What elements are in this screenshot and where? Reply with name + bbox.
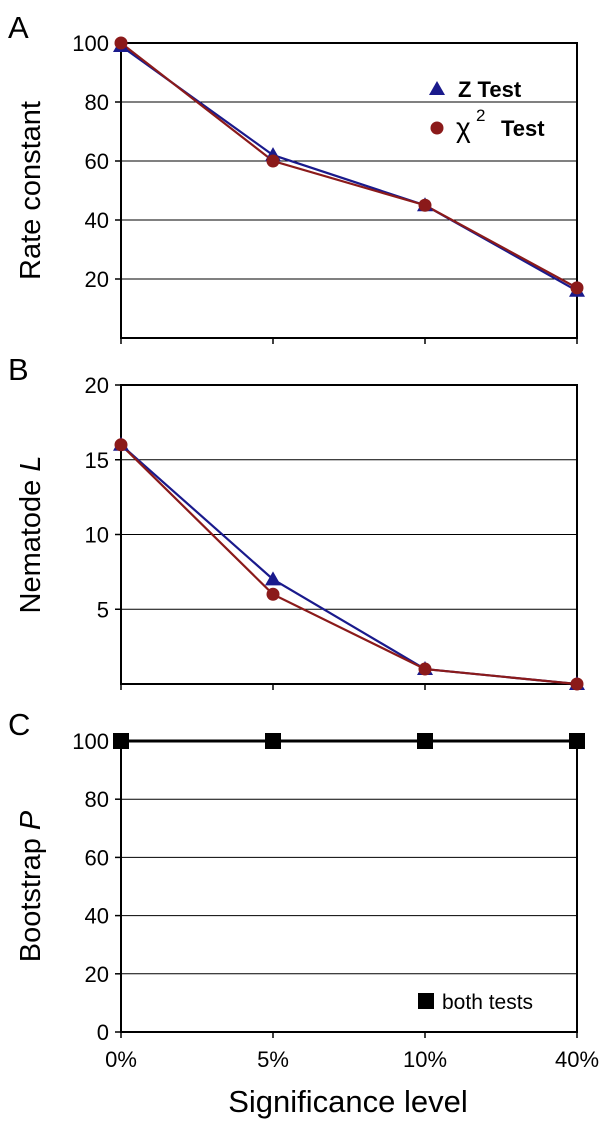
y-axis-label: Nematode L	[15, 456, 47, 614]
panel-letter: B	[8, 352, 29, 387]
panel-letter: C	[8, 707, 30, 742]
legend-label-chi2-test: Test	[501, 116, 545, 141]
y-tick-label: 5	[97, 597, 109, 622]
data-point-circle	[418, 662, 432, 676]
plot-frame	[120, 42, 578, 339]
data-point-square	[113, 733, 129, 749]
chart-panel-a: 20 40 60 80 100 A Rate constant Z Test χ 2 Test	[8, 10, 585, 344]
y-tick-label: 20	[85, 962, 109, 987]
y-tick-label: 0	[97, 1020, 109, 1045]
x-tick-label: 40%	[555, 1047, 599, 1072]
series-line-circle	[120, 42, 578, 289]
data-point-circle	[114, 36, 128, 50]
y-tick-label: 60	[85, 149, 109, 174]
x-axis-title: Significance level	[228, 1084, 468, 1119]
data-point-circle	[418, 198, 432, 212]
x-tick-label: 0%	[105, 1047, 137, 1072]
series-line-triangle	[120, 45, 578, 292]
y-tick-label: 100	[72, 729, 109, 754]
data-point-square	[569, 733, 585, 749]
y-tick-label: 10	[85, 523, 109, 548]
y-tick-label: 15	[85, 448, 109, 473]
y-tick-label: 80	[85, 90, 109, 115]
data-point-triangle	[265, 571, 281, 586]
legend-marker-triangle	[429, 81, 445, 95]
legend-superscript: 2	[476, 106, 485, 125]
legend-label-both-tests: both tests	[442, 991, 533, 1014]
chart-panel-c: 0 20 40 60 80 100 C Bootstrap P 0% 5% 10% 40% both t…	[8, 707, 599, 1072]
data-point-circle	[266, 154, 280, 168]
data-point-square	[417, 733, 433, 749]
series-line-circle	[120, 444, 578, 686]
y-tick-label: 20	[85, 267, 109, 292]
data-point-circle	[570, 281, 584, 295]
y-tick-label: 100	[72, 31, 109, 56]
y-tick-label: 40	[85, 904, 109, 929]
x-tick-label: 10%	[403, 1047, 447, 1072]
data-point-circle	[570, 677, 584, 691]
legend-marker-circle	[430, 121, 444, 135]
legend-marker-square	[418, 993, 434, 1009]
y-tick-label: 60	[85, 845, 109, 870]
legend-chi-symbol: χ	[456, 112, 471, 143]
y-tick-label: 80	[85, 787, 109, 812]
plot-frame	[120, 740, 578, 1033]
panel-letter: A	[8, 10, 29, 45]
y-tick-label: 20	[85, 373, 109, 398]
chart-panel-b: 5 10 15 20 B Nematode L	[8, 352, 585, 691]
data-point-circle	[266, 587, 280, 601]
x-tick-label: 5%	[257, 1047, 289, 1072]
data-point-circle	[114, 438, 128, 452]
y-axis-label: Bootstrap P	[15, 810, 47, 962]
series-line-triangle	[120, 443, 578, 686]
data-point-square	[265, 733, 281, 749]
y-axis-label: Rate constant	[15, 101, 47, 280]
y-tick-label: 40	[85, 208, 109, 233]
legend-label-z-test: Z Test	[458, 77, 522, 102]
